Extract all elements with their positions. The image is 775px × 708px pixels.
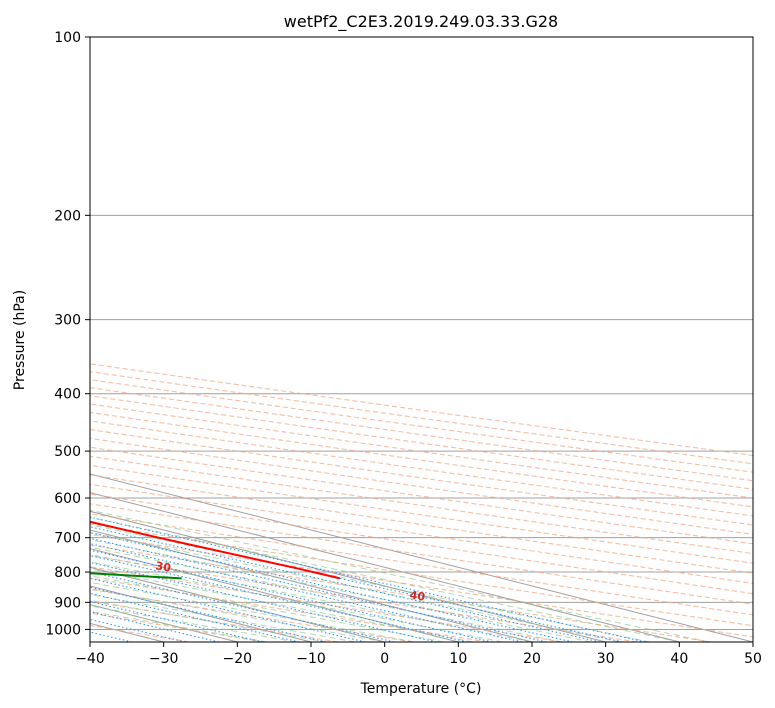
mixing-ratio-line [90,561,437,642]
isotherm-line [90,510,606,642]
x-tick-label: 30 [597,651,615,667]
y-axis-label: Pressure (hPa) [12,290,28,390]
plot-area [90,37,753,642]
isotherm-line [90,473,753,642]
x-tick-label: −10 [296,651,326,667]
dry-adiabat-line [90,395,753,490]
moist-adiabat-line [90,546,562,642]
isobar-grid [90,37,753,630]
y-tick-label: 500 [54,444,81,460]
plot-frame [89,36,754,643]
moist-adiabat-line [90,588,385,642]
y-tick-label: 300 [54,313,81,329]
y-tick-label: 600 [54,491,81,507]
moist-adiabat-line [90,516,680,642]
x-tick-label: 20 [523,651,541,667]
x-axis: −40 −30 −20 −10 0 10 20 30 40 50 [75,642,762,667]
mixing-ratio-line [90,586,327,642]
y-tick-label: 700 [54,531,81,547]
dry-adiabat-line [90,420,753,517]
dry-adiabat-line [90,577,488,642]
mixing-ratio-line [90,516,646,642]
moist-adiabat-line [90,509,709,642]
dry-adiabat-line [90,523,753,627]
dry-adiabat-line [90,544,712,642]
x-tick-label: 10 [449,651,467,667]
x-tick-label: 40 [670,651,688,667]
moist-adiabat-line [90,581,415,642]
moist-adiabat-line [90,524,650,642]
dry-adiabat-line [90,411,753,508]
mixing-ratio-line [90,571,395,642]
y-tick-label: 200 [54,208,81,224]
dry-adiabats [90,363,753,642]
y-tick-label: 1000 [45,622,81,638]
x-tick-label: −40 [75,651,105,667]
dry-adiabat-label: 30 [155,559,173,574]
dry-adiabat-line [90,503,753,605]
moist-adiabat-line [90,554,533,642]
chart-title: wetPf2_C2E3.2019.249.03.33.G28 [284,12,558,32]
dry-adiabat-line [90,555,638,642]
y-tick-label: 400 [54,387,81,403]
y-axis: 100 200 300 400 500 600 700 800 900 1000 [45,30,90,638]
dry-adiabat-line [90,455,753,555]
moist-adiabats [90,509,709,642]
mixing-ratio-line [90,537,547,642]
dry-adiabat-line [90,437,753,535]
dry-adiabat-line [90,403,753,499]
mixing-ratio-line [90,543,523,642]
x-axis-label: Temperature (°C) [360,681,482,697]
mixing-ratio-lines [90,516,646,642]
dry-adiabat-line [90,474,753,574]
y-tick-label: 900 [54,595,81,611]
y-tick-label: 100 [54,30,81,46]
x-tick-label: 0 [380,651,389,667]
isotherm-line [90,492,680,642]
x-tick-label: −30 [149,651,179,667]
x-tick-label: 50 [744,651,762,667]
moist-adiabat-line [90,568,474,642]
mixing-ratio-line [90,577,366,642]
x-tick-label: −20 [223,651,253,667]
dry-adiabat-label: 40 [409,589,426,604]
y-tick-label: 800 [54,565,81,581]
